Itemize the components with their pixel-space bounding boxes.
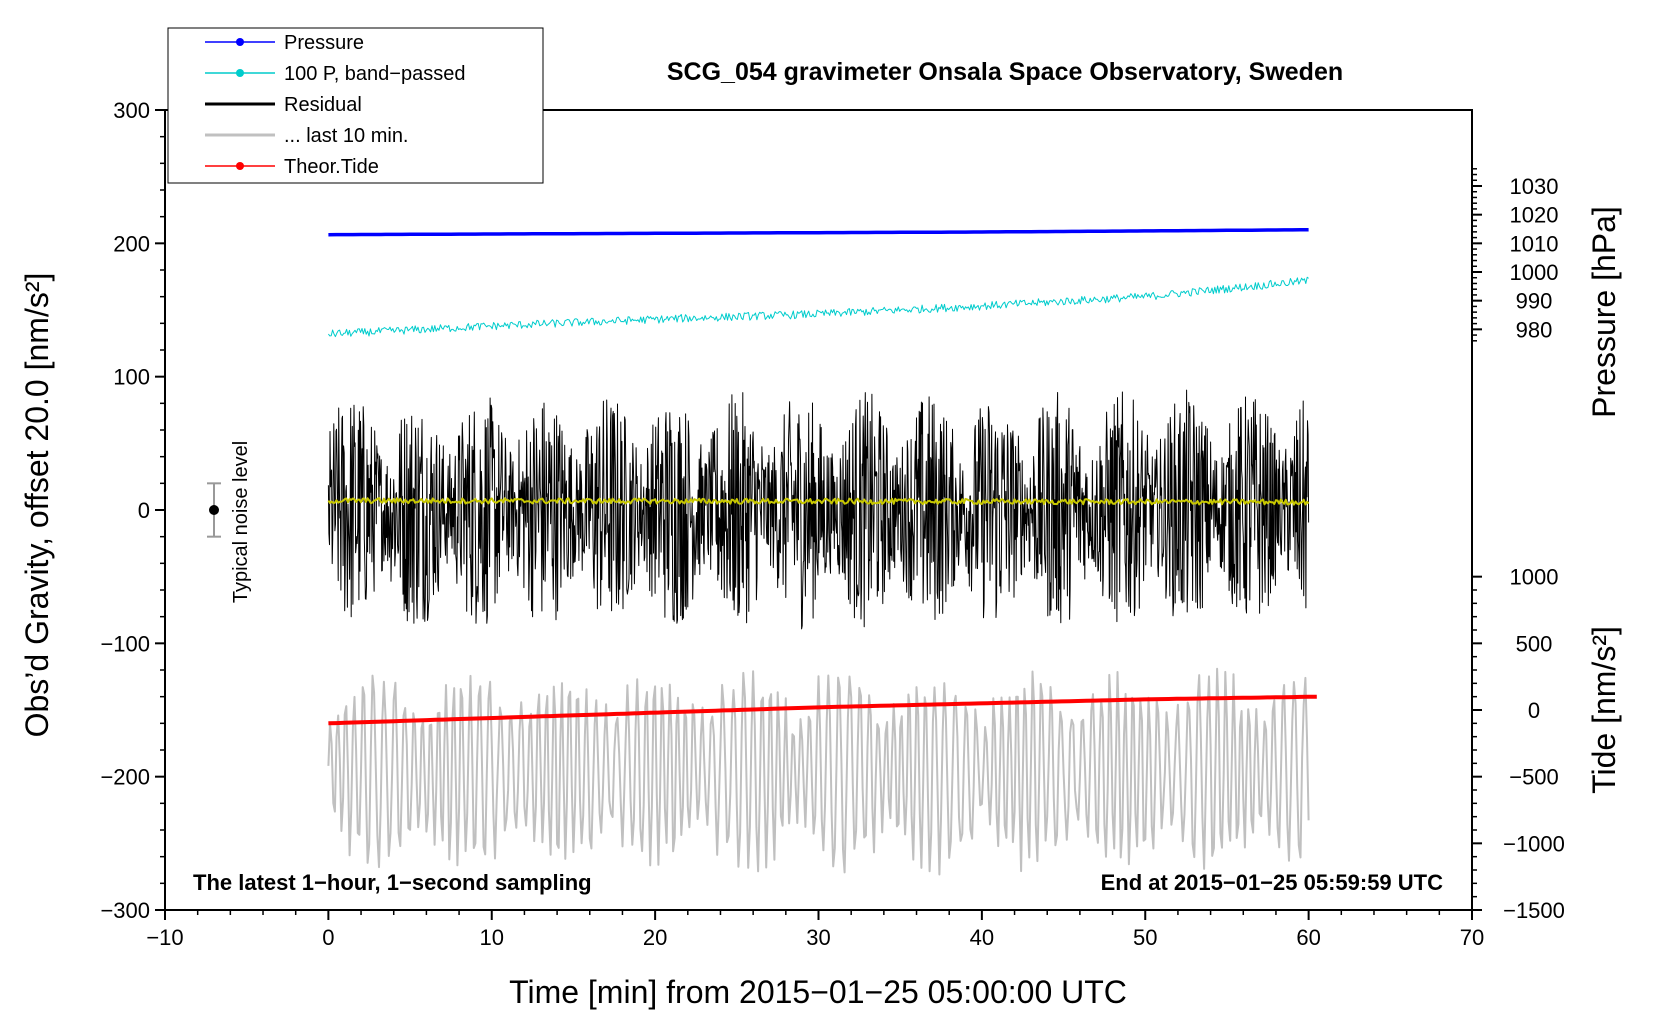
pressure-tick-label: 1010 — [1510, 231, 1559, 256]
y-tick-label: 300 — [113, 98, 150, 123]
tide-tick-label: 500 — [1516, 631, 1553, 656]
x-tick-label: −10 — [146, 925, 183, 950]
series-100-p-band-passed — [327, 276, 1309, 338]
tide-tick-label: 1000 — [1510, 565, 1559, 590]
pressure-tick-label: 1030 — [1510, 174, 1559, 199]
pressure-tick-label: 980 — [1516, 317, 1553, 342]
pressure-tick-label: 1020 — [1510, 203, 1559, 228]
pressure-tick-label: 1000 — [1510, 260, 1559, 285]
y-axis-pressure-title: Pressure [hPa] — [1586, 206, 1622, 418]
legend-label: Pressure — [284, 32, 364, 54]
x-tick-label: 0 — [322, 925, 334, 950]
legend-marker — [236, 69, 244, 77]
y-tick-label: −300 — [100, 898, 150, 923]
tide-tick-label: −1500 — [1503, 898, 1565, 923]
y-axis-left-title: Obs’d Gravity, offset 20.0 [nm/s²] — [19, 273, 55, 738]
series-layer — [327, 227, 1317, 876]
x-tick-label: 40 — [970, 925, 994, 950]
y-axis-pressure: 980 990 1000 1010 1020 1030 — [1472, 168, 1559, 342]
series-theor-tide — [328, 694, 1317, 726]
noise-level-dot — [209, 505, 220, 515]
x-axis: −10 0 10 20 30 40 50 60 70 — [146, 910, 1484, 950]
pressure-tick-label: 990 — [1516, 289, 1553, 314]
legend-marker — [236, 38, 244, 46]
legend-label: Theor.Tide — [284, 156, 379, 178]
y-tick-label: −100 — [100, 631, 150, 656]
x-tick-label: 50 — [1133, 925, 1157, 950]
x-axis-title: Time [min] from 2015−01−25 05:00:00 UTC — [509, 974, 1127, 1010]
y-axis-left: −300 −200 −100 0 100 200 300 — [100, 98, 165, 923]
legend-label: ... last 10 min. — [284, 125, 409, 147]
legend-label: 100 P, band−passed — [284, 63, 465, 85]
end-time-note: End at 2015−01−25 05:59:59 UTC — [1101, 870, 1444, 895]
series-residual — [327, 389, 1310, 630]
noise-level-indicator — [207, 482, 222, 538]
y-tick-label: 100 — [113, 365, 150, 390]
tide-tick-label: −500 — [1509, 765, 1559, 790]
series-pressure — [328, 227, 1309, 237]
legend: Pressure 100 P, band−passed Residual ... la… — [167, 27, 544, 184]
series-last-10-min — [327, 667, 1310, 876]
y-axis-tide-title: Tide [nm/s²] — [1586, 626, 1622, 794]
x-tick-label: 70 — [1460, 925, 1484, 950]
x-tick-label: 10 — [480, 925, 504, 950]
legend-label: Residual — [284, 94, 362, 116]
legend-box — [167, 27, 544, 184]
y-tick-label: −200 — [100, 765, 150, 790]
sampling-note: The latest 1−hour, 1−second sampling — [193, 870, 592, 895]
x-tick-label: 30 — [806, 925, 830, 950]
x-tick-label: 20 — [643, 925, 667, 950]
tide-tick-label: 0 — [1528, 698, 1540, 723]
tide-tick-label: −1000 — [1503, 831, 1565, 856]
y-tick-label: 0 — [138, 498, 150, 523]
chart-title: SCG_054 gravimeter Onsala Space Observat… — [667, 58, 1343, 86]
legend-marker — [236, 162, 244, 170]
noise-level-label: Typical noise level — [230, 441, 252, 603]
series-residual-smoothed — [327, 497, 1310, 506]
y-axis-tide: −1500 −1000 −500 0 500 1000 — [1472, 565, 1565, 923]
y-tick-label: 200 — [113, 231, 150, 256]
x-tick-label: 60 — [1296, 925, 1320, 950]
